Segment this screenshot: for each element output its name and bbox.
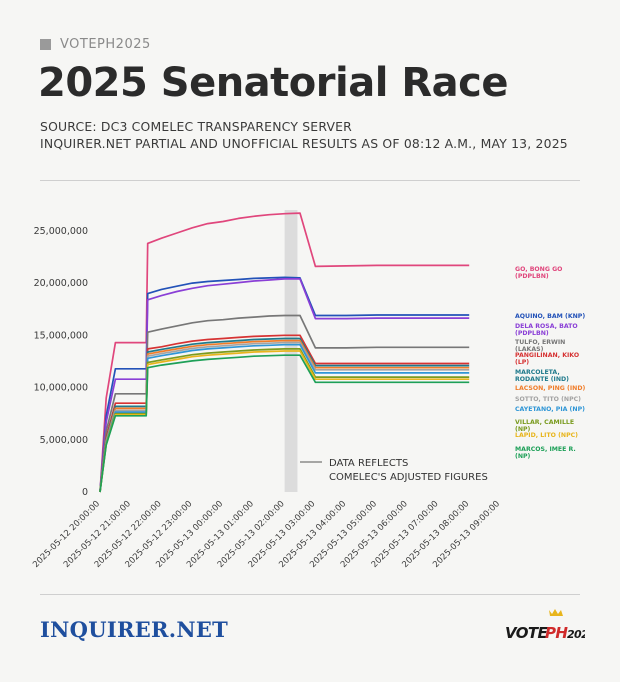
series-line (99, 341, 470, 493)
series-label: TULFO, ERWIN (515, 339, 565, 346)
series-line (99, 212, 470, 493)
publisher-logo: INQUIRER.NET (40, 617, 229, 642)
series-label: AQUINO, BAM (KNP) (515, 313, 585, 320)
series-label-sub: (NP) (515, 453, 531, 460)
series-label: LAPID, LITO (NPC) (515, 432, 578, 439)
series-line (99, 337, 470, 493)
series-line (99, 339, 470, 493)
series-line (99, 350, 470, 493)
series-line (99, 348, 470, 493)
series-label: MARCOLETA, (515, 369, 560, 376)
series-line (99, 314, 470, 493)
y-tick-label: 10,000,000 (34, 383, 88, 394)
series-label-sub: (PDPLBN) (515, 330, 549, 337)
y-tick-label: 15,000,000 (34, 330, 88, 341)
y-tick-label: 0 (82, 487, 88, 498)
top-divider (40, 180, 580, 181)
series-label-sub: (LP) (515, 359, 529, 366)
source-line-2: INQUIRER.NET PARTIAL AND UNOFFICIAL RESU… (40, 136, 568, 151)
kicker: VOTEPH2025 (40, 37, 151, 52)
svg-text:PH: PH (545, 624, 568, 642)
source-line-1: SOURCE: DC3 COMELEC TRANSPARENCY SERVER (40, 119, 352, 134)
kicker-label: VOTEPH2025 (60, 37, 151, 52)
kicker-square-icon (40, 39, 51, 50)
voteph-brand-logo: VOTE PH 2025 (505, 609, 585, 642)
page-title: 2025 Senatorial Race (38, 60, 508, 106)
series-label-sub: (NP) (515, 426, 531, 433)
series-line (99, 343, 470, 493)
series-line (99, 334, 470, 493)
source-block: SOURCE: DC3 COMELEC TRANSPARENCY SERVER … (40, 118, 568, 152)
y-tick-label: 5,000,000 (40, 435, 88, 446)
svg-text:VOTE: VOTE (505, 624, 549, 642)
series-label: CAYETANO, PIA (NP) (515, 406, 585, 413)
y-tick-label: 20,000,000 (34, 278, 88, 289)
line-chart: 0 5,000,000 10,000,000 15,000,000 20,000,000… (31, 210, 585, 570)
series-label: LACSON, PING (IND) (515, 385, 585, 392)
series-label: SOTTO, TITO (NPC) (515, 396, 581, 403)
series-label-sub: RODANTE (IND) (515, 376, 569, 383)
y-tick-label: 25,000,000 (34, 226, 88, 237)
series-label: MARCOS, IMEE R. (515, 446, 576, 453)
series-label-sub: (PDPLBN) (515, 273, 549, 280)
series-label-sub: (LAKAS) (515, 346, 544, 353)
series-line (99, 276, 470, 493)
bottom-divider (40, 594, 580, 595)
annotation-line-2: COMELEC'S ADJUSTED FIGURES (329, 472, 488, 483)
series-label: VILLAR, CAMILLE (515, 419, 574, 426)
annotation-line-1: DATA REFLECTS (329, 458, 408, 469)
series-line (99, 354, 470, 493)
svg-text:2025: 2025 (567, 628, 585, 641)
series-line (99, 278, 470, 493)
series-label: PANGILINAN, KIKO (515, 352, 579, 359)
series-label: DELA ROSA, BATO (515, 323, 578, 330)
series-label: GO, BONG GO (515, 266, 562, 273)
